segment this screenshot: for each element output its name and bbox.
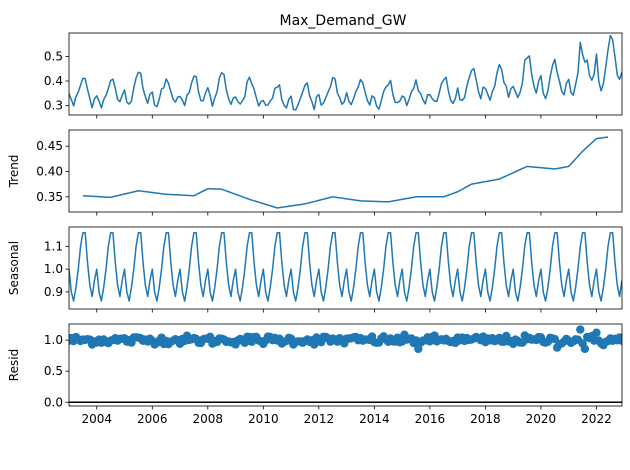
observed-line xyxy=(69,34,622,111)
seasonal-line xyxy=(69,231,622,302)
resid-ylabel: Resid xyxy=(7,349,21,381)
trend-frame xyxy=(68,129,623,213)
observed-frame xyxy=(68,32,623,116)
panels-group: 0.3 0.4 0.5 0.35 0.40 0.45 Trend 0.9 1.0 1.1 Seaso… xyxy=(7,32,623,426)
seasonal-ylabel: Seasonal xyxy=(7,241,21,295)
x-tick-label: 2012 xyxy=(304,412,335,426)
trend-ylabel: Trend xyxy=(7,155,21,189)
seasonal-data xyxy=(69,231,622,302)
y-tick-label: 0.4 xyxy=(44,74,63,88)
panel-seasonal: 0.9 1.0 1.1 Seasonal xyxy=(7,226,623,313)
y-tick-label: 0.35 xyxy=(36,190,63,204)
y-tick-label: 0.45 xyxy=(36,139,63,153)
y-tick-label: 1.0 xyxy=(44,333,63,347)
y-tick-label: 0.9 xyxy=(44,285,63,299)
trend-line xyxy=(82,136,609,209)
panel-observed: 0.3 0.4 0.5 xyxy=(44,32,623,119)
y-tick-label: 1.1 xyxy=(44,239,63,253)
x-tick-label: 2008 xyxy=(193,412,224,426)
x-tick-label: 2018 xyxy=(470,412,501,426)
resid-point xyxy=(576,325,585,334)
x-tick-label: 2020 xyxy=(526,412,557,426)
x-tick-label: 2022 xyxy=(581,412,612,426)
resid-point xyxy=(617,336,622,345)
x-tick-label: 2006 xyxy=(137,412,168,426)
seasonal-frame xyxy=(68,226,623,310)
x-tick-label: 2014 xyxy=(359,412,390,426)
resid-point xyxy=(592,328,601,337)
resid-data xyxy=(69,325,622,404)
y-tick-label: 0.40 xyxy=(36,165,63,179)
x-tick-label: 2010 xyxy=(248,412,279,426)
x-tick-label: 2016 xyxy=(415,412,446,426)
panel-resid: 0.0 0.5 1.0 2004 2006 2008 2010 2012 2014 2016 201… xyxy=(7,323,623,426)
y-tick-label: 0.3 xyxy=(44,99,63,113)
chart-title: Max_Demand_GW xyxy=(279,13,406,29)
y-tick-label: 0.0 xyxy=(44,395,63,409)
trend-data xyxy=(82,136,609,209)
y-tick-label: 0.5 xyxy=(44,364,63,378)
panel-trend: 0.35 0.40 0.45 Trend xyxy=(7,129,623,216)
x-tick-label: 2004 xyxy=(81,412,112,426)
resid-point xyxy=(580,344,590,354)
observed-data xyxy=(69,34,622,111)
y-tick-label: 0.5 xyxy=(44,49,63,63)
y-tick-label: 1.0 xyxy=(44,262,63,276)
resid-frame xyxy=(68,323,623,407)
